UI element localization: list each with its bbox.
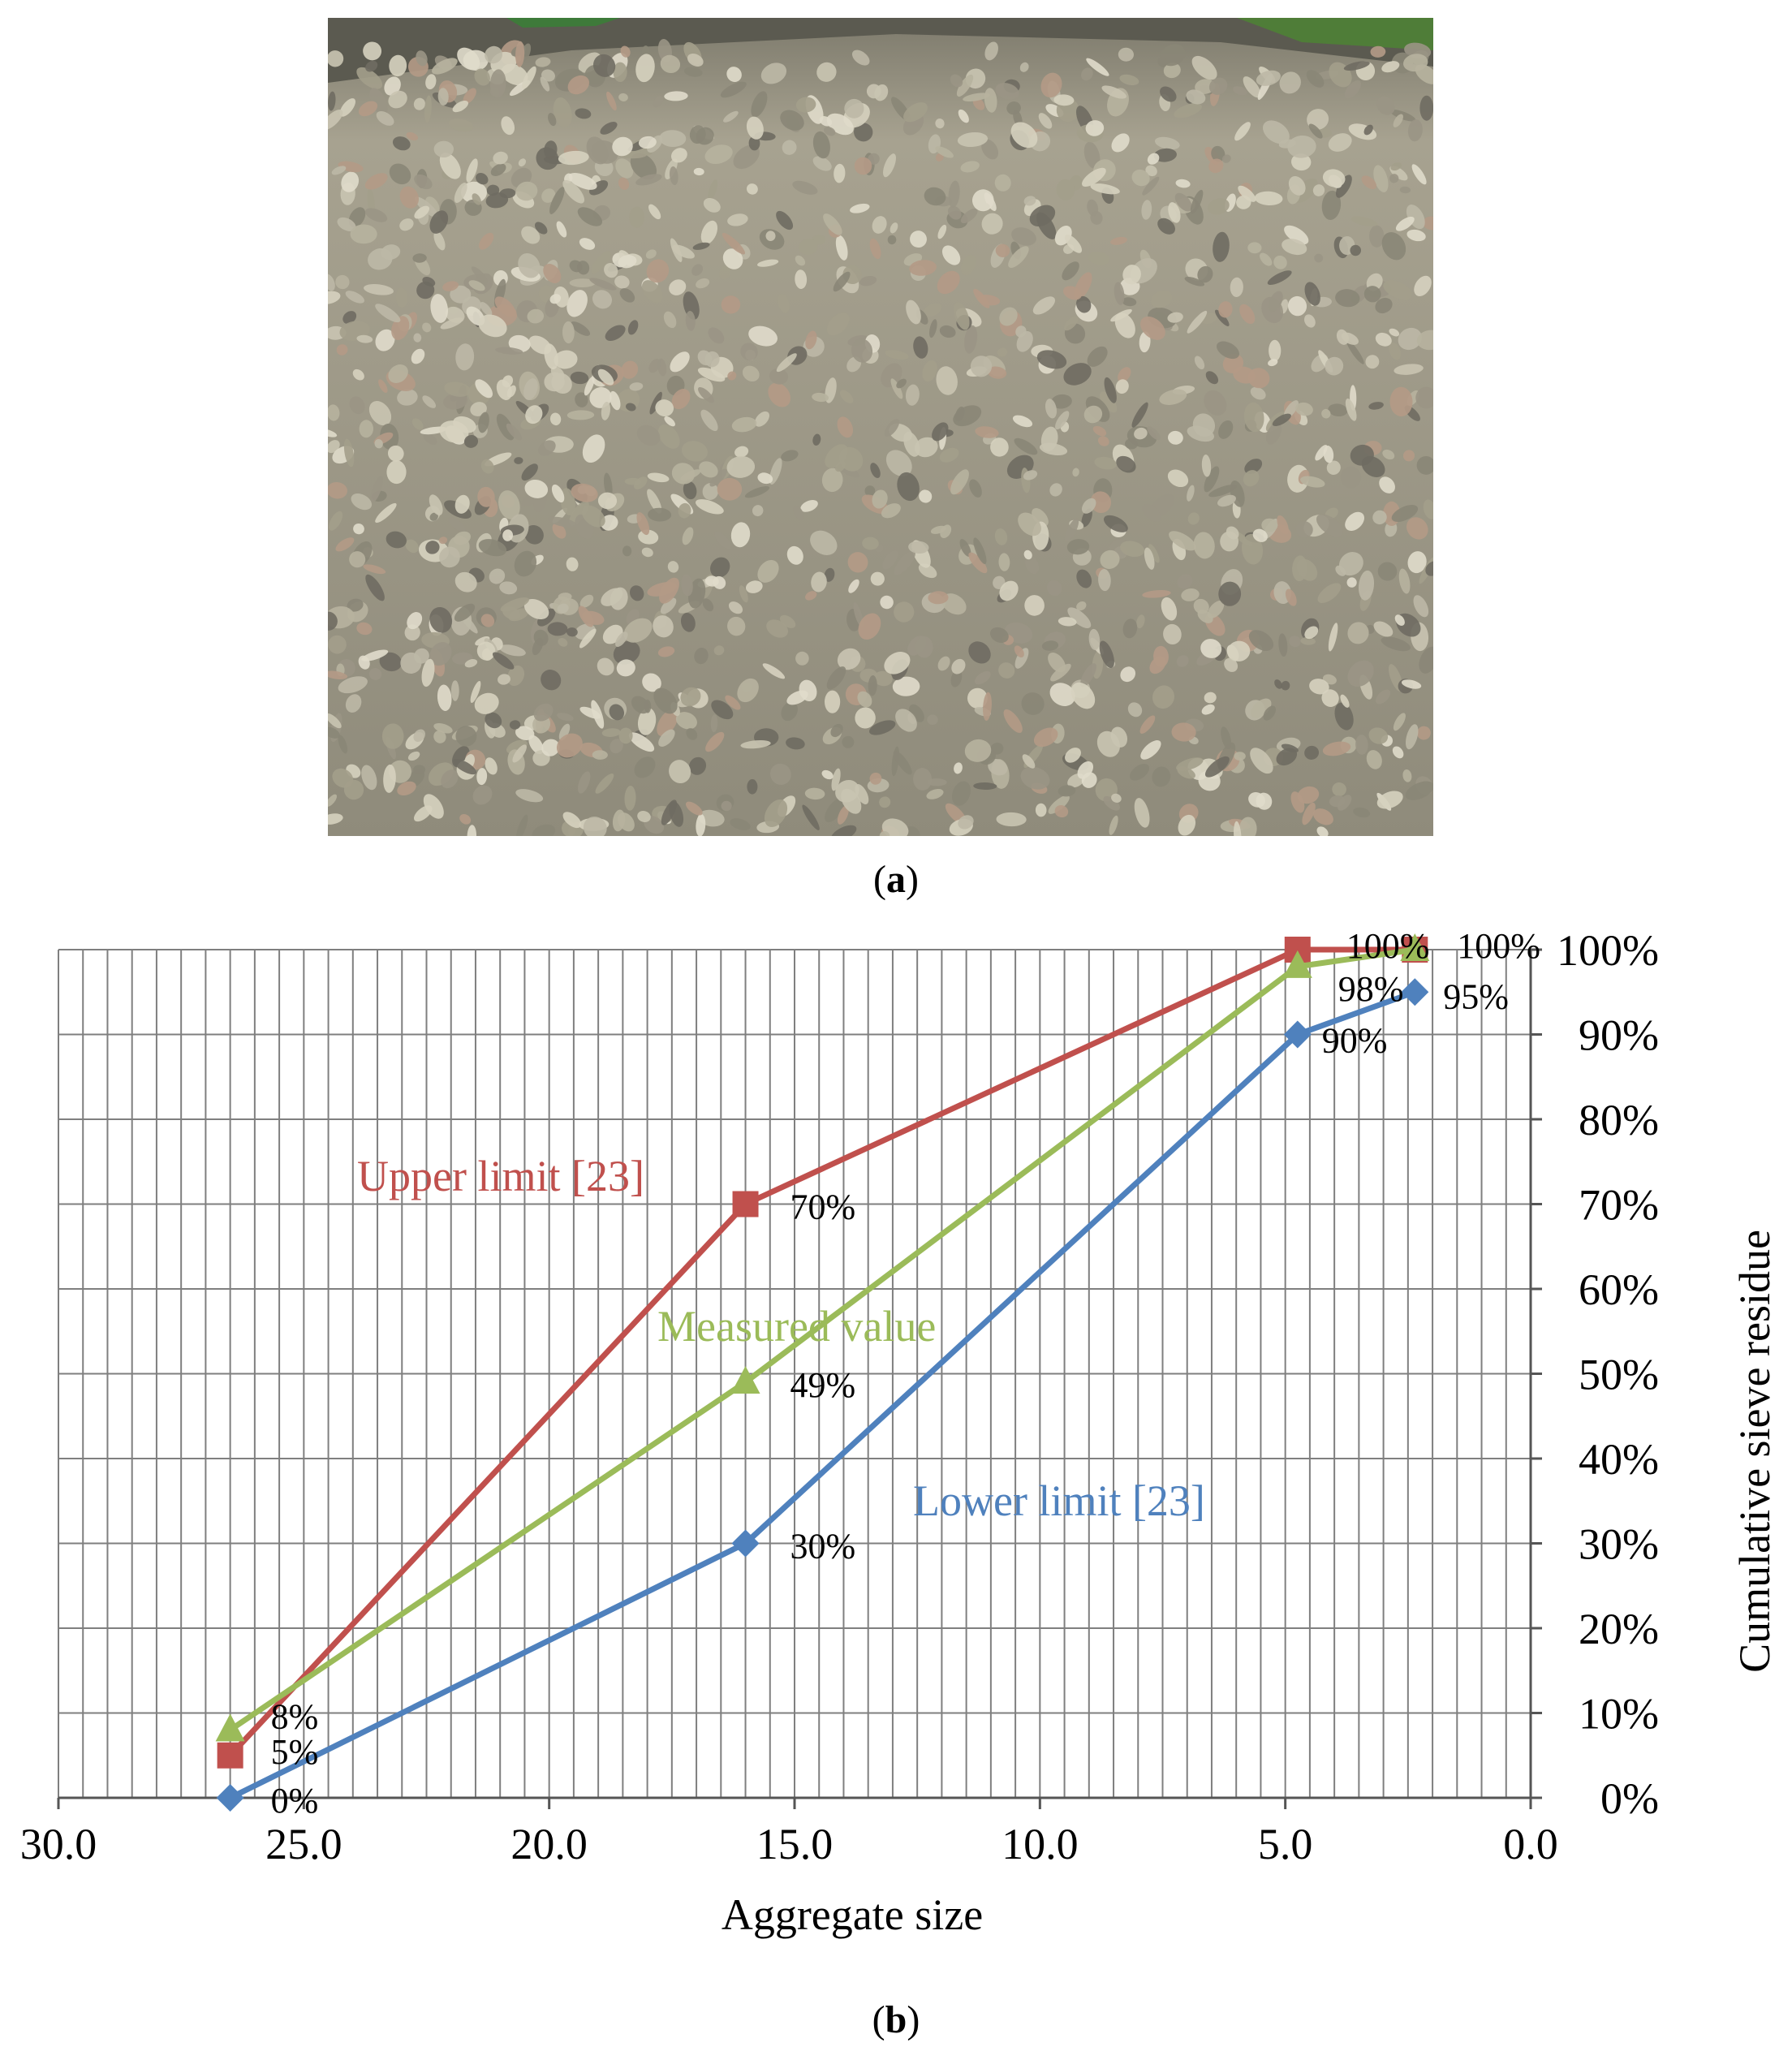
y-tick-label: 20% [1579,1605,1659,1653]
upper-limit-marker [732,1191,759,1217]
aggregate-photo [328,18,1433,836]
measured-value-data-label: 49% [790,1365,856,1405]
lower-limit-marker [731,1529,760,1558]
lower-limit-marker [1283,1020,1312,1049]
x-tick-label: 15.0 [756,1820,834,1868]
x-tick-label: 5.0 [1258,1820,1313,1868]
lower-limit-data-label: 30% [790,1527,856,1566]
x-axis-title: Aggregate size [722,1890,983,1939]
x-tick-label: 0.0 [1503,1820,1558,1868]
series-name-upper: Upper limit [23] [357,1152,644,1200]
y-tick-label: 80% [1579,1096,1659,1144]
lower-limit-data-label: 95% [1443,976,1509,1016]
y-tick-label: 100% [1557,926,1659,975]
sieve-chart: 30.0 25.0 20.0 15.0 10.0 5.0 0.0 0% 10% 20% 30% 40%… [20,926,1779,1939]
y-tick-label: 90% [1579,1011,1659,1060]
y-tick-label: 40% [1579,1435,1659,1484]
upper-limit-data-label: 100% [1457,926,1540,966]
x-tick-label: 30.0 [20,1820,97,1868]
x-tick-label: 10.0 [1002,1820,1079,1868]
lower-limit-line [229,989,1416,1801]
y-tick-label: 10% [1579,1690,1659,1739]
lower-limit-data-label: 0% [271,1781,319,1821]
lower-limit-marker [1401,978,1429,1006]
y-tick-label: 60% [1579,1265,1659,1314]
upper-limit-marker [217,1742,243,1769]
lower-limit-data-label: 90% [1322,1021,1388,1061]
measured-value-marker [1400,933,1430,961]
upper-limit-data-label: 5% [271,1732,319,1772]
measured-value-data-label: 8% [271,1696,319,1736]
series-name-lower: Lower limit [23] [913,1476,1205,1525]
upper-limit-data-label: 70% [790,1187,856,1227]
x-tick-label: 20.0 [510,1820,588,1868]
y-tick-label: 70% [1579,1181,1659,1230]
lower-limit-marker [216,1784,244,1812]
measured-value-marker [215,1713,245,1742]
y-tick-label: 50% [1579,1351,1659,1399]
measured-value-marker [1282,950,1312,978]
y-axis-title: Cumulative sieve residue [1730,1230,1779,1673]
measured-value-data-label: 98% [1338,969,1404,1009]
panel-a-label: (a) [873,858,919,901]
upper-limit-line [228,946,1415,1758]
x-tick-label: 25.0 [265,1820,342,1868]
measured-value-marker [730,1365,760,1394]
measured-value-line [228,946,1415,1733]
y-tick-label: 30% [1579,1520,1659,1569]
upper-limit-data-label: 100% [1346,926,1430,966]
series-name-measured: Measured value [657,1302,936,1351]
y-tick-label: 0% [1600,1774,1659,1823]
panel-b-label: (b) [872,1998,920,2041]
